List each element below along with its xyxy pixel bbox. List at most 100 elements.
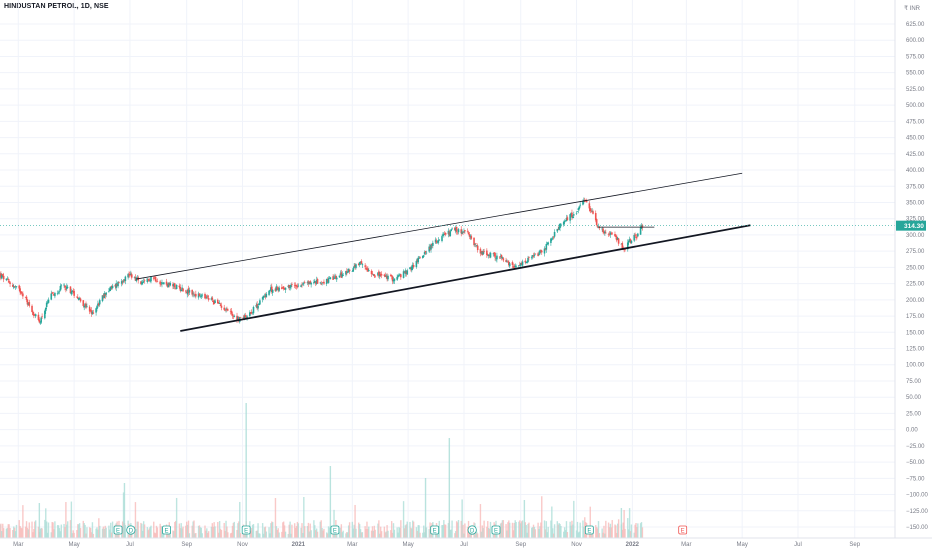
- volume-bar: [9, 527, 11, 538]
- volume-bar: [19, 525, 21, 538]
- volume-bar: [211, 523, 214, 538]
- volume-bar: [268, 527, 270, 538]
- candle-body: [570, 213, 572, 216]
- volume-bar: [466, 526, 469, 538]
- volume-bar: [290, 533, 292, 538]
- volume-bar: [617, 523, 619, 538]
- volume-bar: [476, 533, 479, 538]
- y-tick-label: 550.00: [906, 71, 925, 77]
- volume-bar: [482, 528, 484, 538]
- volume-bar: [84, 524, 86, 538]
- y-tick-label: −50.00: [906, 460, 925, 466]
- volume-bar: [173, 531, 175, 538]
- volume-bar: [487, 527, 490, 538]
- candle-body: [56, 293, 59, 294]
- volume-bar: [218, 521, 221, 538]
- candle-body: [115, 283, 118, 288]
- candle-body: [101, 295, 104, 302]
- candle-body: [39, 322, 42, 324]
- candle-body: [223, 307, 226, 310]
- y-tick-label: 425.00: [906, 152, 925, 158]
- candle-body: [211, 297, 214, 300]
- volume-bar: [640, 522, 643, 538]
- candle-body: [411, 266, 413, 271]
- volume-bar: [538, 528, 540, 538]
- candle-body: [432, 242, 434, 246]
- volume-bar: [528, 522, 530, 538]
- volume-bar: [72, 530, 74, 538]
- volume-bar: [559, 523, 561, 538]
- volume-bar: [409, 521, 411, 538]
- volume-bar: [579, 522, 581, 538]
- volume-bar: [601, 528, 603, 538]
- candle-body: [314, 281, 317, 284]
- candle-body: [616, 237, 619, 240]
- candle-body: [8, 281, 10, 283]
- volume-bars: [0, 403, 644, 538]
- candle-body: [188, 290, 191, 293]
- candle-body: [300, 285, 302, 287]
- volume-bar: [540, 522, 542, 538]
- volume-bar: [558, 523, 560, 538]
- candle-body: [63, 284, 65, 286]
- x-tick-label: Sep: [515, 542, 526, 548]
- volume-bar: [86, 527, 88, 538]
- volume-bar: [534, 529, 537, 538]
- candle-body: [252, 307, 255, 314]
- volume-bar: [245, 403, 247, 538]
- volume-bar: [450, 529, 452, 538]
- candle-body: [481, 250, 484, 256]
- volume-bar: [364, 526, 366, 538]
- volume-bar: [519, 520, 521, 538]
- volume-bar: [46, 532, 49, 538]
- volume-bar: [140, 522, 142, 538]
- volume-bar: [63, 523, 65, 538]
- candle-body: [366, 268, 368, 270]
- candle-body: [514, 265, 517, 267]
- candle-body: [639, 227, 642, 235]
- candle-body: [367, 268, 369, 272]
- candle-body: [102, 295, 105, 297]
- candle-body: [77, 298, 80, 300]
- candle-body: [538, 253, 540, 255]
- candle-body: [214, 300, 216, 304]
- volume-bar: [232, 522, 235, 538]
- candle-body: [540, 250, 543, 253]
- volume-bar: [259, 533, 261, 538]
- volume-bar: [460, 520, 462, 538]
- candle-body: [486, 250, 488, 256]
- candle-body: [634, 234, 636, 236]
- candle-body: [605, 232, 607, 234]
- candle-body: [585, 200, 588, 203]
- candle-body: [180, 289, 182, 292]
- volume-bar: [502, 520, 505, 538]
- volume-bar: [310, 530, 312, 538]
- candle-body: [270, 287, 272, 291]
- candle-body: [352, 268, 355, 272]
- candle-body: [21, 292, 23, 294]
- x-tick-label: May: [402, 542, 413, 548]
- volume-bar: [616, 532, 618, 538]
- volume-bar: [187, 520, 190, 538]
- candle-body: [308, 281, 311, 285]
- volume-bar: [406, 521, 408, 538]
- x-tick-label: May: [737, 542, 748, 548]
- volume-bar: [45, 521, 48, 538]
- candle-body: [128, 274, 130, 276]
- candle-body: [374, 276, 377, 278]
- volume-bar: [403, 528, 406, 538]
- volume-bar: [622, 522, 624, 538]
- volume-bar: [111, 521, 114, 538]
- volume-bar: [437, 533, 440, 538]
- candle-body: [76, 297, 79, 299]
- volume-bar: [553, 524, 556, 538]
- volume-bar: [255, 530, 257, 538]
- volume-bar: [76, 530, 78, 538]
- candle-body: [83, 306, 85, 308]
- volume-bar: [28, 522, 30, 538]
- candle-body: [455, 226, 458, 232]
- volume-bar: [399, 527, 401, 538]
- volume-bar: [480, 531, 483, 538]
- candle-body: [421, 255, 424, 258]
